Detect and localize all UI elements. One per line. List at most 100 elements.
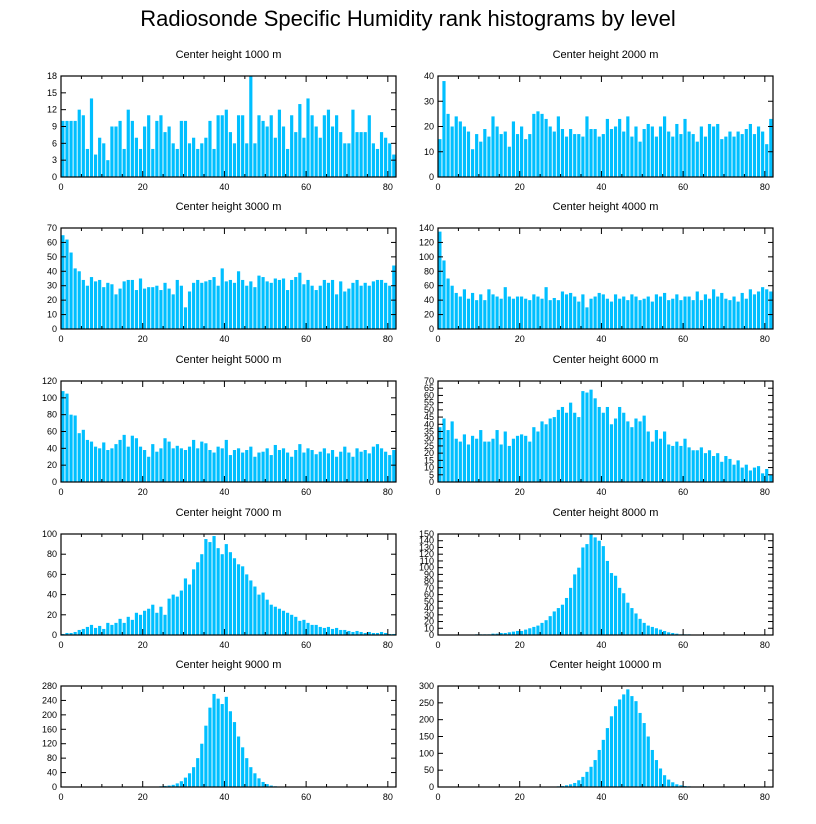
histogram-bar: [691, 134, 695, 177]
histogram-bar: [179, 120, 183, 177]
histogram-bar: [528, 441, 532, 482]
histogram-bar: [589, 129, 593, 177]
x-tick-label: 0: [58, 334, 63, 344]
y-tick-label: 10: [47, 310, 57, 320]
histogram-bar: [740, 292, 744, 329]
histogram-bar: [483, 441, 487, 482]
y-tick-label: 3: [52, 155, 57, 165]
histogram-bar: [507, 146, 511, 177]
histogram-bar: [597, 292, 601, 329]
histogram-bar: [765, 289, 769, 329]
histogram-bar: [216, 115, 220, 177]
histogram-bar: [671, 298, 675, 329]
histogram-bar: [277, 450, 282, 482]
histogram-bar: [462, 434, 466, 482]
histogram-bar: [130, 619, 134, 635]
histogram-bar: [626, 602, 630, 635]
histogram-panel: Center height 10000 m 0 20 40 60 80 0 50 100 150 2…: [419, 659, 774, 802]
histogram-bar: [662, 431, 667, 482]
histogram-bar: [769, 118, 773, 177]
y-tick-label: 240: [42, 695, 57, 705]
histogram-bar: [703, 136, 708, 177]
histogram-bar: [228, 552, 232, 635]
histogram-bar: [564, 597, 569, 635]
histogram-bar: [536, 431, 540, 482]
x-tick-label: 60: [301, 182, 311, 192]
histogram-bar: [569, 402, 573, 482]
histogram-bar: [675, 294, 679, 329]
histogram-bar: [355, 630, 359, 635]
histogram-bar: [61, 391, 65, 482]
histogram-bar: [200, 441, 204, 482]
histogram-bar: [335, 627, 339, 635]
histogram-bar: [196, 562, 200, 635]
histogram-bar: [343, 143, 347, 177]
histogram-bar: [220, 268, 224, 329]
histogram-bar: [658, 296, 663, 329]
x-tick-label: 40: [219, 334, 229, 344]
histogram-bar: [122, 434, 126, 482]
y-tick-label: 100: [419, 563, 434, 573]
histogram-bar: [703, 453, 708, 482]
histogram-bar: [102, 287, 106, 329]
histogram-bar: [371, 446, 375, 482]
histogram-bar: [379, 132, 384, 177]
x-tick-label: 0: [58, 640, 63, 650]
histogram-panel: Center height 2000 m 0 20 40 60 80 0 10 20 30 40: [424, 49, 774, 192]
panel-title: Center height 1000 m: [176, 49, 282, 61]
histogram-bar: [310, 285, 314, 329]
histogram-bar: [384, 282, 388, 329]
x-tick-label: 40: [596, 640, 606, 650]
histogram-bar: [761, 287, 765, 329]
histogram-bar: [151, 444, 155, 482]
histogram-bar: [442, 418, 446, 482]
histogram-bar: [253, 586, 257, 635]
histogram-bar: [765, 144, 769, 177]
histogram-bar: [564, 412, 569, 482]
histogram-bar: [249, 446, 253, 482]
histogram-bar: [167, 288, 171, 329]
histogram-bar: [228, 455, 232, 482]
histogram-bar: [318, 626, 322, 635]
panel-title: Center height 6000 m: [553, 354, 659, 366]
histogram-bar: [245, 574, 249, 635]
histogram-bar: [724, 298, 728, 329]
histogram-bar: [466, 131, 471, 177]
histogram-panel: Center height 1000 m 0 20 40 60 80 0 3 6 9 12 15 18: [47, 49, 397, 192]
x-tick-label: 60: [678, 792, 688, 802]
histogram-bar: [98, 448, 102, 482]
histogram-bar: [224, 696, 228, 787]
histogram-bar: [208, 707, 212, 787]
histogram-bar: [638, 141, 642, 177]
histogram-bar: [81, 279, 85, 329]
histogram-bar: [343, 629, 347, 635]
y-tick-label: 5: [429, 470, 434, 480]
histogram-bar: [302, 137, 306, 177]
histogram-bar: [589, 534, 593, 635]
histogram-bar: [707, 298, 712, 329]
histogram-bar: [253, 773, 257, 787]
histogram-bar: [159, 115, 163, 177]
histogram-bar: [367, 285, 371, 329]
histogram-bar: [589, 298, 593, 329]
histogram-bar: [122, 622, 126, 635]
histogram-bar: [179, 448, 183, 482]
histogram-bar: [285, 612, 290, 635]
histogram-bar: [540, 622, 544, 635]
histogram-bar: [569, 292, 573, 329]
histogram-bar: [273, 606, 277, 635]
x-tick-label: 60: [301, 640, 311, 650]
histogram-bar: [306, 98, 310, 177]
histogram-bar: [683, 296, 687, 329]
histogram-bar: [589, 389, 593, 482]
histogram-bar: [294, 450, 298, 482]
x-tick-label: 20: [138, 792, 148, 802]
histogram-bar: [326, 626, 331, 635]
y-tick-label: 40: [424, 419, 434, 429]
histogram-bar: [228, 711, 232, 787]
histogram-bar: [147, 456, 151, 482]
histogram-bar: [585, 544, 589, 635]
histogram-bar: [626, 421, 630, 482]
histogram-bar: [179, 285, 183, 329]
histogram-bar: [359, 631, 363, 635]
